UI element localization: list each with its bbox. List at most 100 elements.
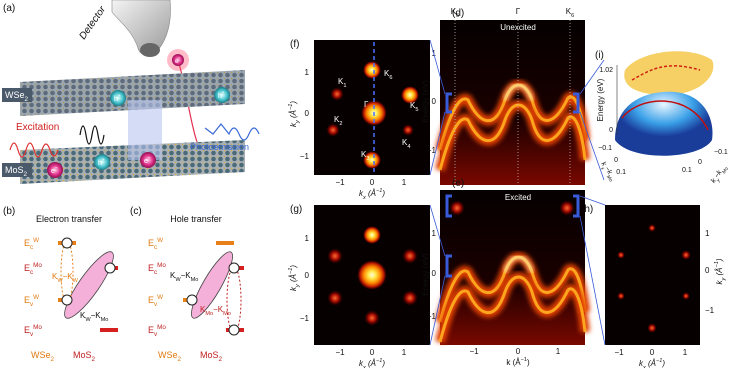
label: WSe2 <box>31 350 55 363</box>
text-part: W <box>73 278 79 284</box>
label: kx (Å−1) <box>359 358 385 368</box>
text-part: e <box>144 158 148 165</box>
label: ky (Å−1) <box>288 265 301 291</box>
transfer-column <box>128 100 162 160</box>
carrier-symbol <box>186 294 198 306</box>
detector-opening <box>140 43 160 57</box>
label: K3 <box>361 150 369 162</box>
label: (f) <box>290 39 299 50</box>
label: K6 <box>566 7 574 19</box>
label: EvW <box>148 294 163 308</box>
text-part: −K <box>181 271 192 280</box>
text-part: K <box>361 150 367 159</box>
label: EcMo <box>24 262 42 276</box>
intensity-spot <box>326 123 340 137</box>
text-part: Mo <box>157 262 166 269</box>
text-part: K <box>402 138 408 147</box>
label: WSe2 <box>5 90 29 103</box>
label: 0 <box>370 348 375 357</box>
label: h+ <box>218 91 225 100</box>
surface-cut <box>631 65 701 81</box>
intensity-spot <box>364 310 380 326</box>
exciton-ellipse <box>191 251 233 319</box>
text-part: 6 <box>571 13 574 19</box>
label: e− <box>175 55 181 65</box>
text-part: k <box>289 122 298 127</box>
text-part: h <box>114 96 118 103</box>
label: kx (Å−1) <box>359 188 385 201</box>
text-part: 3 <box>366 156 369 162</box>
connector <box>579 215 606 346</box>
text-part: 4 <box>407 144 410 150</box>
text-part: −K <box>63 272 74 281</box>
intensity-spot <box>402 124 414 136</box>
text-part: 2 <box>25 96 29 103</box>
intensity-spot <box>363 61 381 79</box>
label: WSe2 <box>158 350 182 363</box>
label: 1 <box>432 229 437 238</box>
label: h+ <box>98 158 105 167</box>
connector <box>429 39 446 95</box>
text-part: (Å <box>366 359 376 368</box>
label: K5 <box>410 101 418 113</box>
band-core <box>503 83 534 101</box>
label: Unexcited <box>500 23 536 32</box>
label: −1 <box>335 348 345 357</box>
text-part: 1 <box>343 83 346 89</box>
label: 0 <box>432 97 437 106</box>
text-part: k <box>359 359 364 368</box>
label: k (Å−1) <box>506 357 530 367</box>
exciton-wave <box>79 125 105 145</box>
text-part: c <box>154 269 157 276</box>
text-part: K <box>80 311 86 320</box>
text-part: K <box>410 101 416 110</box>
text-part: −K <box>91 311 102 320</box>
text-part: c <box>30 269 33 276</box>
text-part: (Å <box>289 274 298 284</box>
text-part: K <box>384 69 390 78</box>
label: 0 <box>516 347 521 356</box>
text-part: −1 <box>714 261 720 267</box>
text-part: ) <box>381 189 385 198</box>
text-part: c <box>30 244 33 251</box>
text-part: 2 <box>51 356 55 363</box>
text-part: −k <box>713 169 723 180</box>
text-part: + <box>102 158 105 163</box>
text-part: ) <box>661 359 665 368</box>
text-part: x <box>362 195 366 201</box>
text-part: 5 <box>456 13 459 19</box>
label: Energy (eV) <box>421 80 430 123</box>
carrier <box>214 87 230 103</box>
layer-tag <box>2 88 32 102</box>
label: K4 <box>402 138 410 150</box>
text-part: K <box>200 305 206 314</box>
label: KW−KMo <box>170 271 198 283</box>
label: −1 <box>469 347 479 356</box>
dome-cut <box>621 100 709 131</box>
intensity-spot <box>357 260 387 290</box>
text-part: + <box>222 91 225 96</box>
intensity-spot <box>330 87 344 101</box>
carrier-symbol <box>228 262 240 274</box>
label: 0.1 <box>682 167 692 174</box>
label: (b) <box>3 206 15 217</box>
text-part: ) <box>527 358 530 367</box>
label: 0 <box>614 157 618 164</box>
text-part: Mo <box>205 311 213 317</box>
bracket <box>445 92 452 114</box>
text-part: k <box>715 280 724 285</box>
band-core <box>503 255 534 273</box>
label: 1 <box>402 348 407 357</box>
text-part: x <box>599 166 605 172</box>
label: 0.1 <box>616 169 626 176</box>
text-part: Mo <box>223 311 231 317</box>
text-part: ) <box>715 258 724 262</box>
label: −1 <box>705 306 715 315</box>
text-part: Mo <box>721 166 730 175</box>
text-part: −1 <box>376 188 382 194</box>
text-part: ) <box>289 265 298 269</box>
text-part: E <box>148 238 154 248</box>
label: K2 <box>334 115 342 127</box>
text-part: Mo <box>605 174 614 183</box>
intensity-spot <box>327 248 343 264</box>
